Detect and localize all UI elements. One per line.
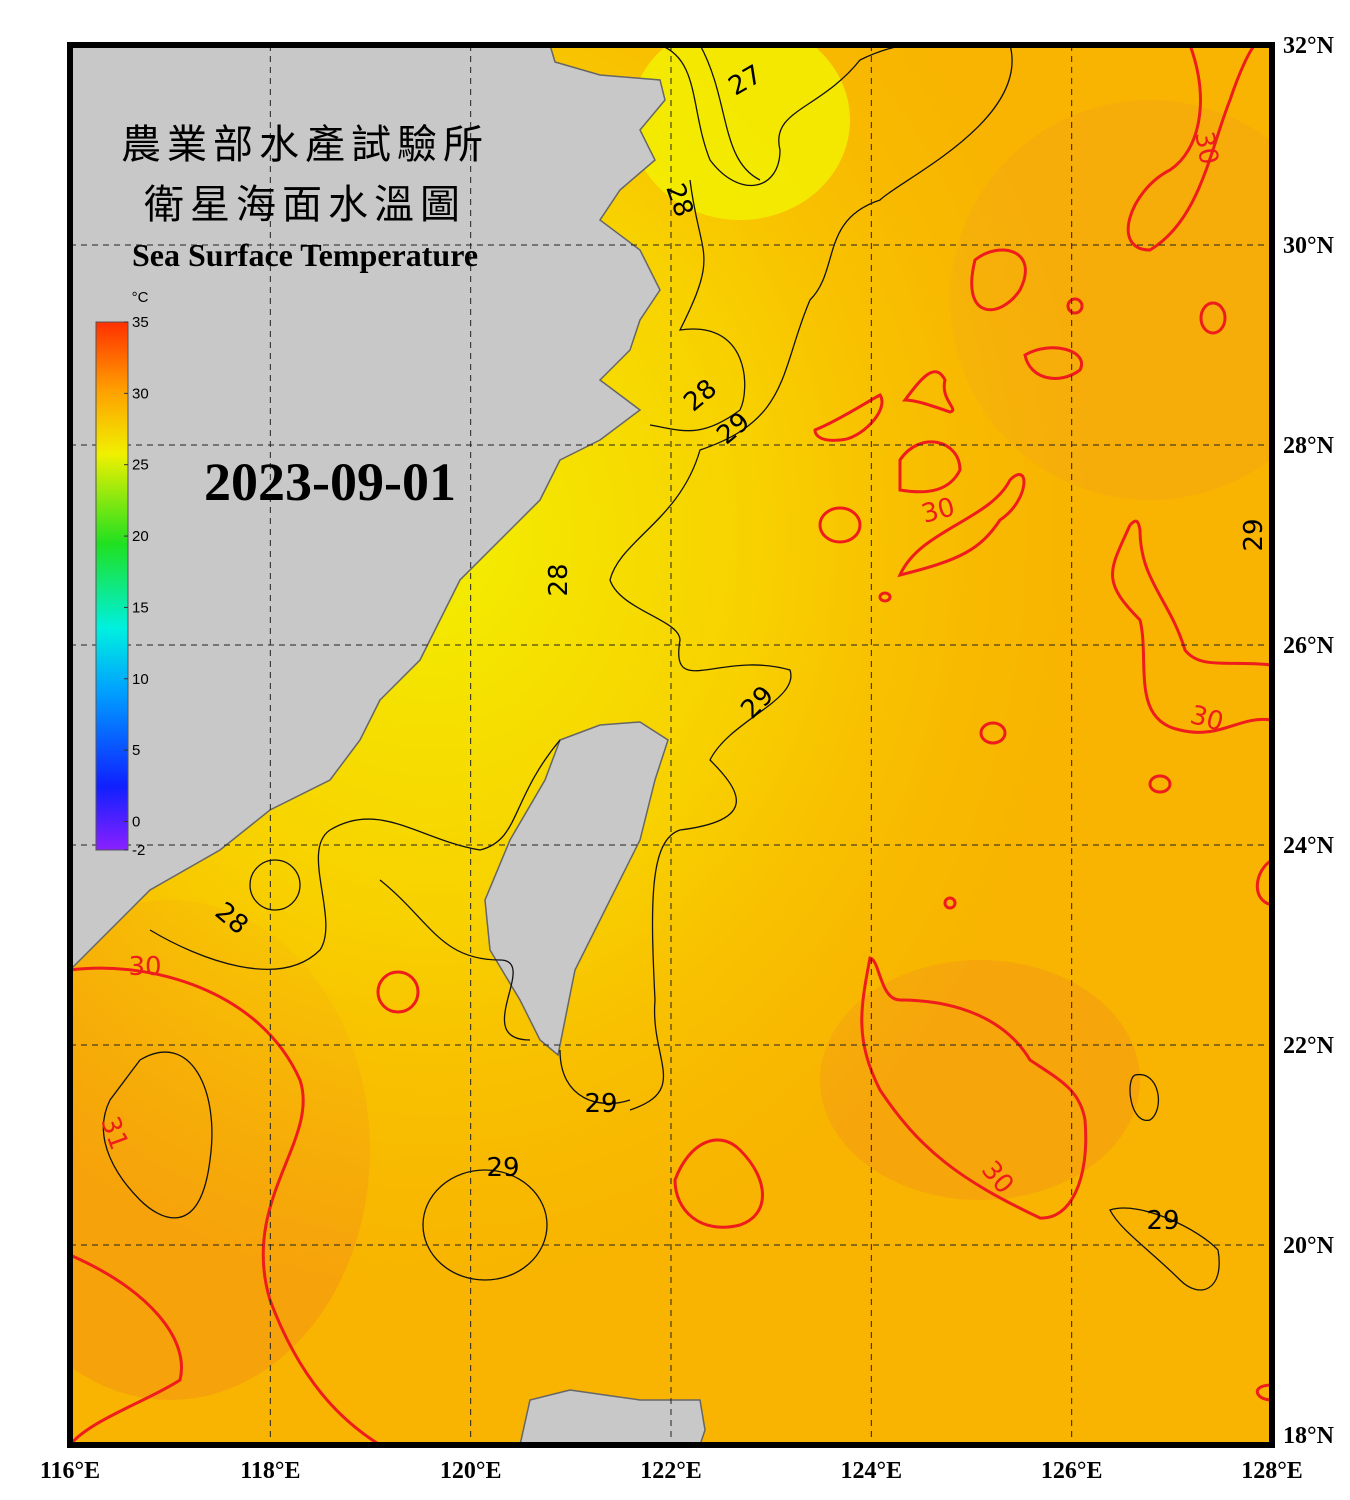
colorbar-label: 20	[132, 528, 149, 545]
lat-label: 20°N	[1283, 1233, 1335, 1259]
title-zh: 衛星海面水溫圖	[144, 182, 466, 228]
colorbar-label: 30	[132, 385, 149, 402]
colorbar-unit: °C	[132, 289, 149, 306]
lat-label: 28°N	[1283, 433, 1335, 459]
colorbar-label: 15	[132, 599, 149, 616]
contours-red	[70, 45, 1272, 1445]
contour-label: 29	[584, 1089, 617, 1119]
lon-label: 128°E	[1241, 1458, 1303, 1484]
contour-label: 29	[486, 1153, 519, 1183]
title-zh: 農業部水產試驗所	[121, 122, 489, 168]
lon-label: 122°E	[640, 1458, 702, 1484]
colorbar-label: 35	[132, 314, 149, 331]
lat-label: 22°N	[1283, 1033, 1335, 1059]
lat-label: 32°N	[1283, 33, 1335, 59]
colorbar	[95, 321, 129, 851]
contour-label: 29	[1239, 518, 1269, 551]
colorbar-label: 25	[132, 457, 149, 474]
lat-label: 18°N	[1283, 1423, 1335, 1449]
contour-label: 30	[128, 952, 161, 982]
lon-label: 126°E	[1041, 1458, 1103, 1484]
contours-black	[102, 45, 1220, 1291]
graticule	[70, 45, 1272, 1445]
lat-label: 26°N	[1283, 633, 1335, 659]
colorbar-label: 0	[132, 813, 140, 830]
lon-label: 116°E	[40, 1458, 100, 1484]
lon-label: 120°E	[440, 1458, 502, 1484]
frame	[67, 42, 1275, 1448]
lat-label: 30°N	[1283, 233, 1335, 259]
title-en: Sea Surface Temperature	[132, 237, 478, 273]
date: 2023-09-01	[204, 452, 456, 512]
contour-label: 29	[1146, 1206, 1179, 1236]
contour-label: 28	[544, 563, 574, 596]
taiwan	[484, 721, 669, 1057]
contour-label: 30	[1188, 129, 1223, 167]
colorbar-label: 5	[132, 742, 140, 759]
colorbar-label: 10	[132, 671, 149, 688]
lon-label: 118°E	[240, 1458, 300, 1484]
land	[70, 45, 666, 972]
lon-label: 124°E	[841, 1458, 903, 1484]
colorbar-label: -2	[132, 842, 145, 859]
lat-label: 24°N	[1283, 833, 1335, 859]
